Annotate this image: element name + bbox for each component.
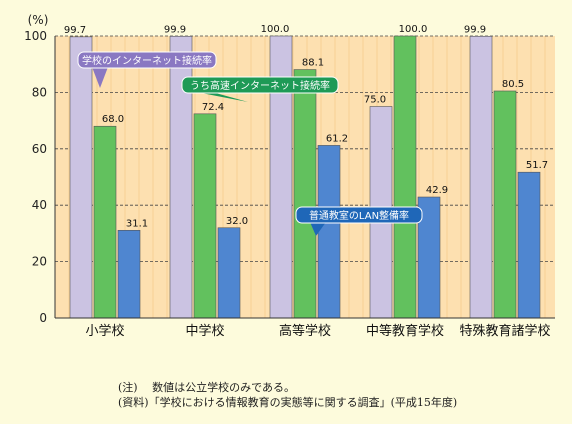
bar xyxy=(193,113,217,319)
data-label: 68.0 xyxy=(102,114,124,125)
data-label: 100.0 xyxy=(399,24,428,35)
data-label: 100.0 xyxy=(261,24,290,35)
data-label: 72.4 xyxy=(202,102,224,113)
callout-box xyxy=(77,51,217,69)
x-tick-label: 特殊教育諸学校 xyxy=(459,323,550,339)
x-tick-label: 中学校 xyxy=(185,323,224,339)
bar xyxy=(493,90,517,319)
data-label: 51.7 xyxy=(526,160,548,171)
legend-label: うち高速インターネット接続率 xyxy=(190,79,330,92)
legend-callout: 学校のインターネット接続率 xyxy=(77,51,217,88)
note-line: (注) 数値は公立学校のみである。 xyxy=(118,381,295,394)
x-tick-label: 小学校 xyxy=(85,323,124,339)
y-tick-label: 0 xyxy=(39,311,47,325)
y-tick-label: 80 xyxy=(32,85,47,99)
bar xyxy=(217,227,241,319)
data-label: 99.9 xyxy=(164,24,186,35)
source-line: (資料)「学校における情報教育の実態等に関する調査」(平成15年度) xyxy=(118,396,458,409)
bar xyxy=(317,145,341,319)
bar xyxy=(117,229,141,319)
legend-callout: うち高速インターネット接続率 xyxy=(181,76,339,102)
callout-box xyxy=(181,76,339,94)
bar xyxy=(393,35,417,319)
bar xyxy=(93,125,117,319)
x-tick-label: 中等教育学校 xyxy=(366,323,444,339)
data-label: 32.0 xyxy=(226,216,248,227)
data-label: 31.1 xyxy=(126,218,148,229)
data-label: 42.9 xyxy=(426,185,448,196)
data-label: 61.2 xyxy=(326,133,348,144)
data-label: 99.9 xyxy=(464,24,486,35)
data-label: 80.5 xyxy=(502,79,524,90)
legend-label: 学校のインターネット接続率 xyxy=(82,54,212,67)
legend-label: 普通教室のLAN整備率 xyxy=(309,209,409,222)
x-tick-label: 高等学校 xyxy=(279,323,331,339)
callout-pointer xyxy=(196,92,248,102)
data-label: 99.7 xyxy=(64,25,86,36)
y-tick-label: 20 xyxy=(32,255,47,269)
callout-pointer xyxy=(310,222,326,236)
data-label: 75.0 xyxy=(364,95,386,106)
y-tick-label: 40 xyxy=(32,198,47,212)
bar xyxy=(469,35,493,319)
bar xyxy=(69,36,93,319)
y-tick-label: 60 xyxy=(32,142,47,156)
bar xyxy=(293,69,317,319)
callout-box xyxy=(295,206,423,224)
notes: (注) 数値は公立学校のみである。 (資料)「学校における情報教育の実態等に関す… xyxy=(118,380,457,410)
y-unit-label: (%) xyxy=(28,13,49,27)
legend-callout: 普通教室のLAN整備率 xyxy=(295,206,423,236)
data-label: 88.1 xyxy=(302,58,324,69)
bar xyxy=(517,171,541,319)
callout-pointer xyxy=(92,67,108,88)
y-tick-label: 100 xyxy=(24,29,47,43)
